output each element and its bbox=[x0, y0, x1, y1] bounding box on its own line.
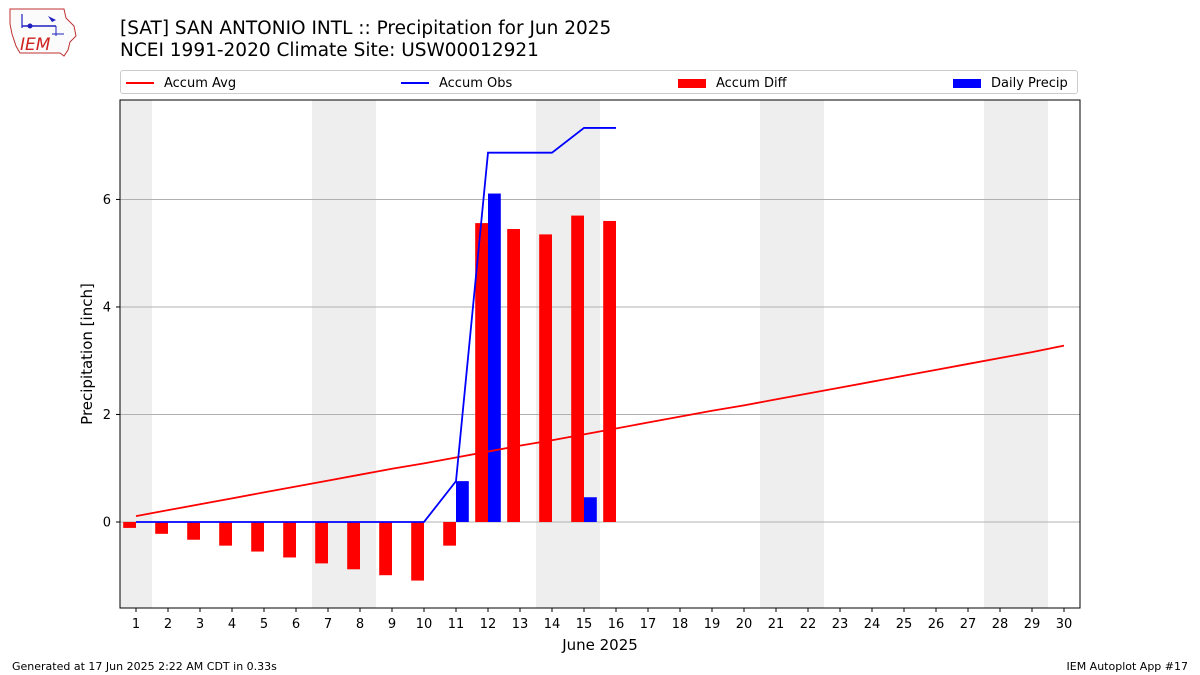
weekend-band-22 bbox=[792, 100, 824, 608]
bar-accum-diff-9 bbox=[379, 521, 392, 576]
x-tick-label: 24 bbox=[864, 617, 881, 632]
x-tick-label: 21 bbox=[768, 617, 785, 632]
x-tick-label: 9 bbox=[388, 617, 396, 632]
y-tick-label: 4 bbox=[103, 300, 111, 315]
x-tick-label: 15 bbox=[576, 617, 593, 632]
title-block: [SAT] SAN ANTONIO INTL :: Precipitation … bbox=[120, 18, 611, 62]
bar-daily-precip-15 bbox=[584, 497, 597, 522]
y-tick-label: 6 bbox=[103, 193, 111, 208]
legend-item-accum-diff: Accum Diff bbox=[678, 74, 787, 92]
logo-text: IEM bbox=[20, 35, 51, 55]
x-tick-label: 8 bbox=[356, 617, 364, 632]
y-tick-label: 0 bbox=[103, 515, 111, 530]
x-tick-label: 29 bbox=[1024, 617, 1041, 632]
bar-accum-diff-10 bbox=[411, 521, 424, 581]
y-tick-label: 2 bbox=[103, 408, 111, 423]
legend-item-accum-obs: Accum Obs bbox=[401, 74, 512, 92]
bar-accum-diff-6 bbox=[283, 521, 296, 558]
x-tick-label: 20 bbox=[736, 617, 753, 632]
x-tick-label: 14 bbox=[544, 617, 561, 632]
bar-accum-diff-12 bbox=[475, 223, 488, 522]
bar-accum-diff-14 bbox=[539, 234, 552, 522]
x-tick-label: 27 bbox=[960, 617, 977, 632]
bar-daily-precip-12 bbox=[488, 193, 501, 522]
x-tick-label: 1 bbox=[132, 617, 140, 632]
chart-subtitle: NCEI 1991-2020 Climate Site: USW00012921 bbox=[120, 40, 539, 61]
x-tick-label: 7 bbox=[324, 617, 332, 632]
x-tick-label: 3 bbox=[196, 617, 204, 632]
x-tick-label: 12 bbox=[480, 617, 497, 632]
chart-title: [SAT] SAN ANTONIO INTL :: Precipitation … bbox=[120, 18, 612, 39]
x-tick-label: 17 bbox=[640, 617, 657, 632]
bars bbox=[123, 193, 616, 581]
bar-accum-diff-16 bbox=[603, 220, 616, 522]
legend-label-accum-avg: Accum Avg bbox=[164, 75, 237, 91]
legend-item-daily-precip: Daily Precip bbox=[953, 74, 1068, 92]
x-tick-label: 10 bbox=[416, 617, 433, 632]
x-tick-label: 22 bbox=[800, 617, 817, 632]
weekend-band-28 bbox=[984, 100, 1016, 608]
iem-logo: IEM bbox=[8, 6, 80, 60]
x-tick-label: 4 bbox=[228, 617, 236, 632]
legend-label-accum-diff: Accum Diff bbox=[716, 75, 787, 91]
legend-item-accum-avg: Accum Avg bbox=[126, 74, 236, 92]
x-tick-label: 28 bbox=[992, 617, 1009, 632]
grid-lines bbox=[120, 198, 1080, 523]
legend-swatch-accum-obs bbox=[401, 82, 429, 84]
legend-swatch-daily-precip bbox=[953, 78, 981, 88]
legend-swatch-accum-diff bbox=[678, 78, 706, 88]
x-tick-label: 18 bbox=[672, 617, 689, 632]
x-axis-label: June 2025 bbox=[561, 636, 638, 654]
x-tick-label: 19 bbox=[704, 617, 721, 632]
x-tick-label: 13 bbox=[512, 617, 529, 632]
bar-accum-diff-4 bbox=[219, 521, 232, 546]
bar-accum-diff-7 bbox=[315, 521, 328, 564]
bar-accum-diff-11 bbox=[443, 521, 456, 546]
generated-note: Generated at 17 Jun 2025 2:22 AM CDT in … bbox=[12, 660, 277, 673]
app-note: IEM Autoplot App #17 bbox=[1066, 660, 1189, 673]
line-accum-obs bbox=[136, 127, 616, 523]
bar-accum-diff-8 bbox=[347, 521, 360, 570]
x-tick-label: 23 bbox=[832, 617, 849, 632]
x-tick-label: 6 bbox=[292, 617, 300, 632]
line-accum-avg bbox=[135, 344, 1065, 517]
plot-frame bbox=[119, 99, 1081, 609]
legend-swatch-accum-avg bbox=[126, 82, 154, 84]
bar-accum-diff-2 bbox=[155, 521, 168, 534]
weekend-band-21 bbox=[760, 100, 792, 608]
bar-accum-diff-1 bbox=[123, 521, 136, 528]
legend-label-daily-precip: Daily Precip bbox=[991, 75, 1068, 91]
x-tick-label: 5 bbox=[260, 617, 268, 632]
bar-accum-diff-3 bbox=[187, 521, 200, 540]
x-tick-label: 11 bbox=[448, 617, 465, 632]
y-axis-label: Precipitation [inch] bbox=[78, 283, 96, 425]
x-tick-label: 30 bbox=[1056, 617, 1073, 632]
series-lines bbox=[135, 127, 1065, 523]
iem-logo-graphic: IEM bbox=[9, 8, 77, 57]
legend-label-accum-obs: Accum Obs bbox=[439, 75, 513, 91]
bar-daily-precip-11 bbox=[456, 481, 469, 522]
bar-accum-diff-15 bbox=[571, 215, 584, 522]
x-tick-label: 16 bbox=[608, 617, 625, 632]
x-tick-label: 26 bbox=[928, 617, 945, 632]
x-tick-label: 25 bbox=[896, 617, 913, 632]
legend: Accum Avg Accum Obs Accum Diff Daily Pre… bbox=[120, 70, 1078, 94]
bar-accum-diff-13 bbox=[507, 229, 520, 522]
weekend-band-1 bbox=[120, 100, 152, 608]
bar-accum-diff-5 bbox=[251, 521, 264, 552]
x-tick-label: 2 bbox=[164, 617, 172, 632]
